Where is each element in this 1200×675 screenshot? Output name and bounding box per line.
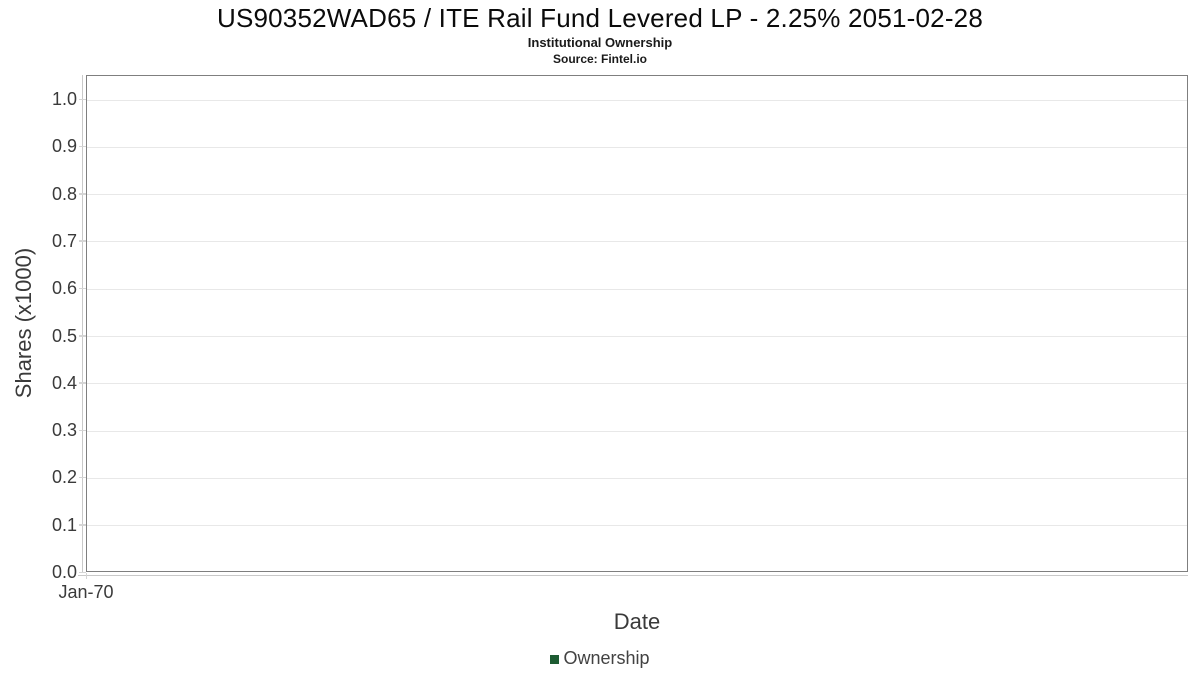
y-tick-mark <box>79 571 86 573</box>
x-tick-label: Jan-70 <box>58 582 114 602</box>
y-gridline <box>87 430 1187 432</box>
y-gridline <box>87 288 1187 290</box>
y-tick-mark <box>79 382 86 384</box>
y-tick-label: 0.7 <box>51 230 77 251</box>
y-gridline <box>87 241 1187 243</box>
y-tick-label: 0.6 <box>51 278 77 299</box>
y-axis-secondary-line <box>82 75 83 572</box>
x-axis-secondary-line <box>78 575 1188 576</box>
y-tick-label: 0.0 <box>51 562 77 582</box>
y-tick-label: 0.8 <box>51 183 77 204</box>
chart-title: US90352WAD65 / ITE Rail Fund Levered LP … <box>216 3 984 33</box>
legend-item: Ownership <box>550 647 650 669</box>
chart-source: Source: Fintel.io <box>552 52 647 66</box>
y-tick-label: 0.3 <box>51 420 77 441</box>
y-tick-mark <box>79 476 86 479</box>
y-gridline <box>87 383 1187 385</box>
y-tick-label: 0.1 <box>51 514 77 535</box>
y-tick-mark <box>79 145 86 148</box>
y-tick-mark <box>79 429 86 432</box>
legend-label: Ownership <box>563 648 650 668</box>
y-tick-mark <box>79 240 86 242</box>
x-axis-title: Date <box>613 609 661 634</box>
x-tick-mark <box>85 573 87 579</box>
legend: Ownership <box>0 647 1200 669</box>
y-tick-label: 0.2 <box>51 467 77 488</box>
y-tick-mark <box>79 335 86 337</box>
y-gridline <box>87 194 1187 196</box>
y-gridline <box>87 525 1187 527</box>
y-tick-label: 1.0 <box>51 89 77 109</box>
y-tick-label: 0.4 <box>51 372 77 393</box>
y-tick-label: 0.9 <box>51 136 77 157</box>
y-gridline <box>87 477 1187 479</box>
y-tick-mark <box>79 524 86 526</box>
chart-subtitle: Institutional Ownership <box>527 35 673 50</box>
plot-area <box>86 75 1188 572</box>
y-gridline <box>87 99 1187 101</box>
y-tick-mark <box>79 98 86 100</box>
y-gridline <box>87 146 1187 148</box>
y-gridline <box>87 336 1187 337</box>
y-tick-mark <box>79 193 86 195</box>
y-tick-label: 0.5 <box>51 325 77 346</box>
legend-marker-square <box>550 654 560 664</box>
y-tick-mark <box>79 287 86 290</box>
